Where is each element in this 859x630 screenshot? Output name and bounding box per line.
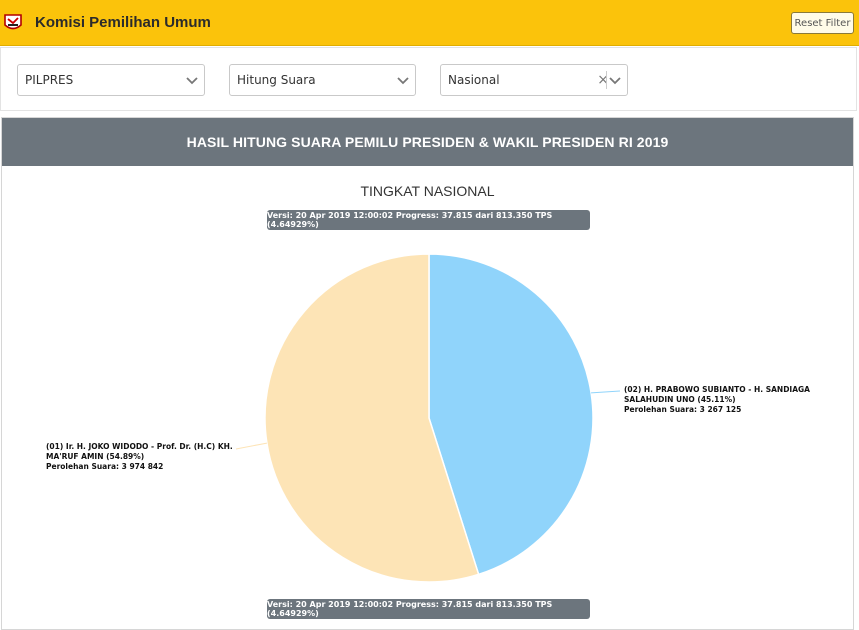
chevron-down-icon[interactable]	[395, 72, 411, 88]
pie-slice-01[interactable]	[264, 253, 480, 583]
pie-chart	[235, 253, 621, 583]
clear-icon[interactable]: ×	[597, 72, 609, 88]
slice-label-01: (01) Ir. H. JOKO WIDODO - Prof. Dr. (H.C…	[46, 442, 233, 472]
chevron-down-icon[interactable]	[184, 72, 200, 88]
app-title: Komisi Pemilihan Umum	[35, 14, 211, 31]
result-panel: HASIL HITUNG SUARA PEMILU PRESIDEN & WAK…	[1, 117, 854, 630]
mode-select-value: Hitung Suara	[237, 73, 316, 87]
top-bar: Komisi Pemilihan Umum Reset Filter	[0, 0, 859, 46]
slice-label-02-line1: (02) H. PRABOWO SUBIANTO - H. SANDIAGA	[624, 385, 810, 394]
kpu-logo-icon[interactable]	[2, 11, 24, 33]
mode-select[interactable]: Hitung Suara	[229, 64, 416, 96]
filter-bar: PILPRES Hitung Suara Nasional ×	[0, 47, 857, 111]
version-badge-top: Versi: 20 Apr 2019 12:00:02 Progress: 37…	[267, 210, 590, 230]
connector-line-01	[235, 442, 268, 450]
election-select[interactable]: PILPRES	[17, 64, 205, 96]
region-select[interactable]: Nasional ×	[440, 64, 628, 96]
connector-line-02	[591, 390, 621, 394]
election-select-value: PILPRES	[25, 73, 74, 87]
panel-title: HASIL HITUNG SUARA PEMILU PRESIDEN & WAK…	[2, 118, 853, 166]
slice-label-01-votes: Perolehan Suara: 3 974 842	[46, 462, 164, 471]
slice-label-02: (02) H. PRABOWO SUBIANTO - H. SANDIAGA S…	[624, 385, 810, 415]
version-badge-bottom: Versi: 20 Apr 2019 12:00:02 Progress: 37…	[267, 599, 590, 619]
slice-label-02-line2: SALAHUDIN UNO (45.11%)	[624, 395, 736, 404]
region-select-value: Nasional	[448, 73, 500, 87]
chart-title: TINGKAT NASIONAL	[360, 183, 495, 199]
slice-label-02-votes: Perolehan Suara: 3 267 125	[624, 405, 742, 414]
select-separator	[606, 71, 607, 89]
chevron-down-icon[interactable]	[607, 72, 623, 88]
reset-filter-button[interactable]: Reset Filter	[791, 12, 854, 34]
slice-label-01-line1: (01) Ir. H. JOKO WIDODO - Prof. Dr. (H.C…	[46, 442, 233, 451]
slice-label-01-line2: MA'RUF AMIN (54.89%)	[46, 452, 145, 461]
